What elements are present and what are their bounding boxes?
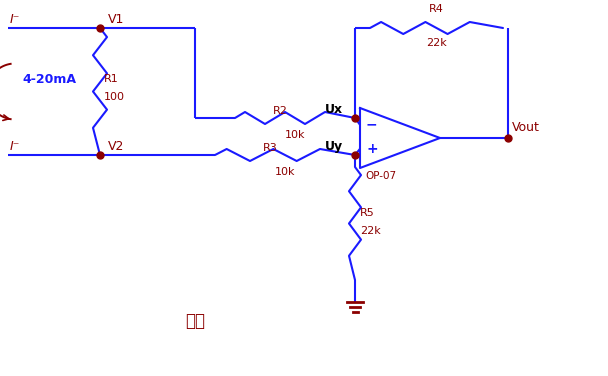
Text: R3: R3 (263, 143, 278, 153)
Text: Ux: Ux (325, 103, 343, 116)
Text: Vout: Vout (512, 121, 540, 134)
Text: V1: V1 (108, 13, 125, 26)
Text: 10k: 10k (285, 130, 305, 140)
Text: 100: 100 (104, 91, 125, 102)
Text: I⁻: I⁻ (10, 140, 21, 153)
Text: +: + (366, 142, 378, 156)
Text: V2: V2 (108, 140, 125, 153)
Text: R4: R4 (429, 4, 443, 14)
Text: 10k: 10k (275, 167, 295, 177)
Text: R5: R5 (360, 209, 375, 218)
Text: 22k: 22k (426, 38, 447, 48)
Text: 圖九: 圖九 (185, 312, 205, 330)
Text: R1: R1 (104, 74, 119, 85)
Text: R2: R2 (273, 106, 288, 116)
Text: 4-20mA: 4-20mA (22, 73, 76, 86)
Text: Uy: Uy (325, 140, 343, 153)
Text: I⁻: I⁻ (10, 13, 21, 26)
Text: −: − (366, 118, 378, 132)
Text: 22k: 22k (360, 226, 381, 237)
Text: OP-07: OP-07 (365, 171, 396, 181)
